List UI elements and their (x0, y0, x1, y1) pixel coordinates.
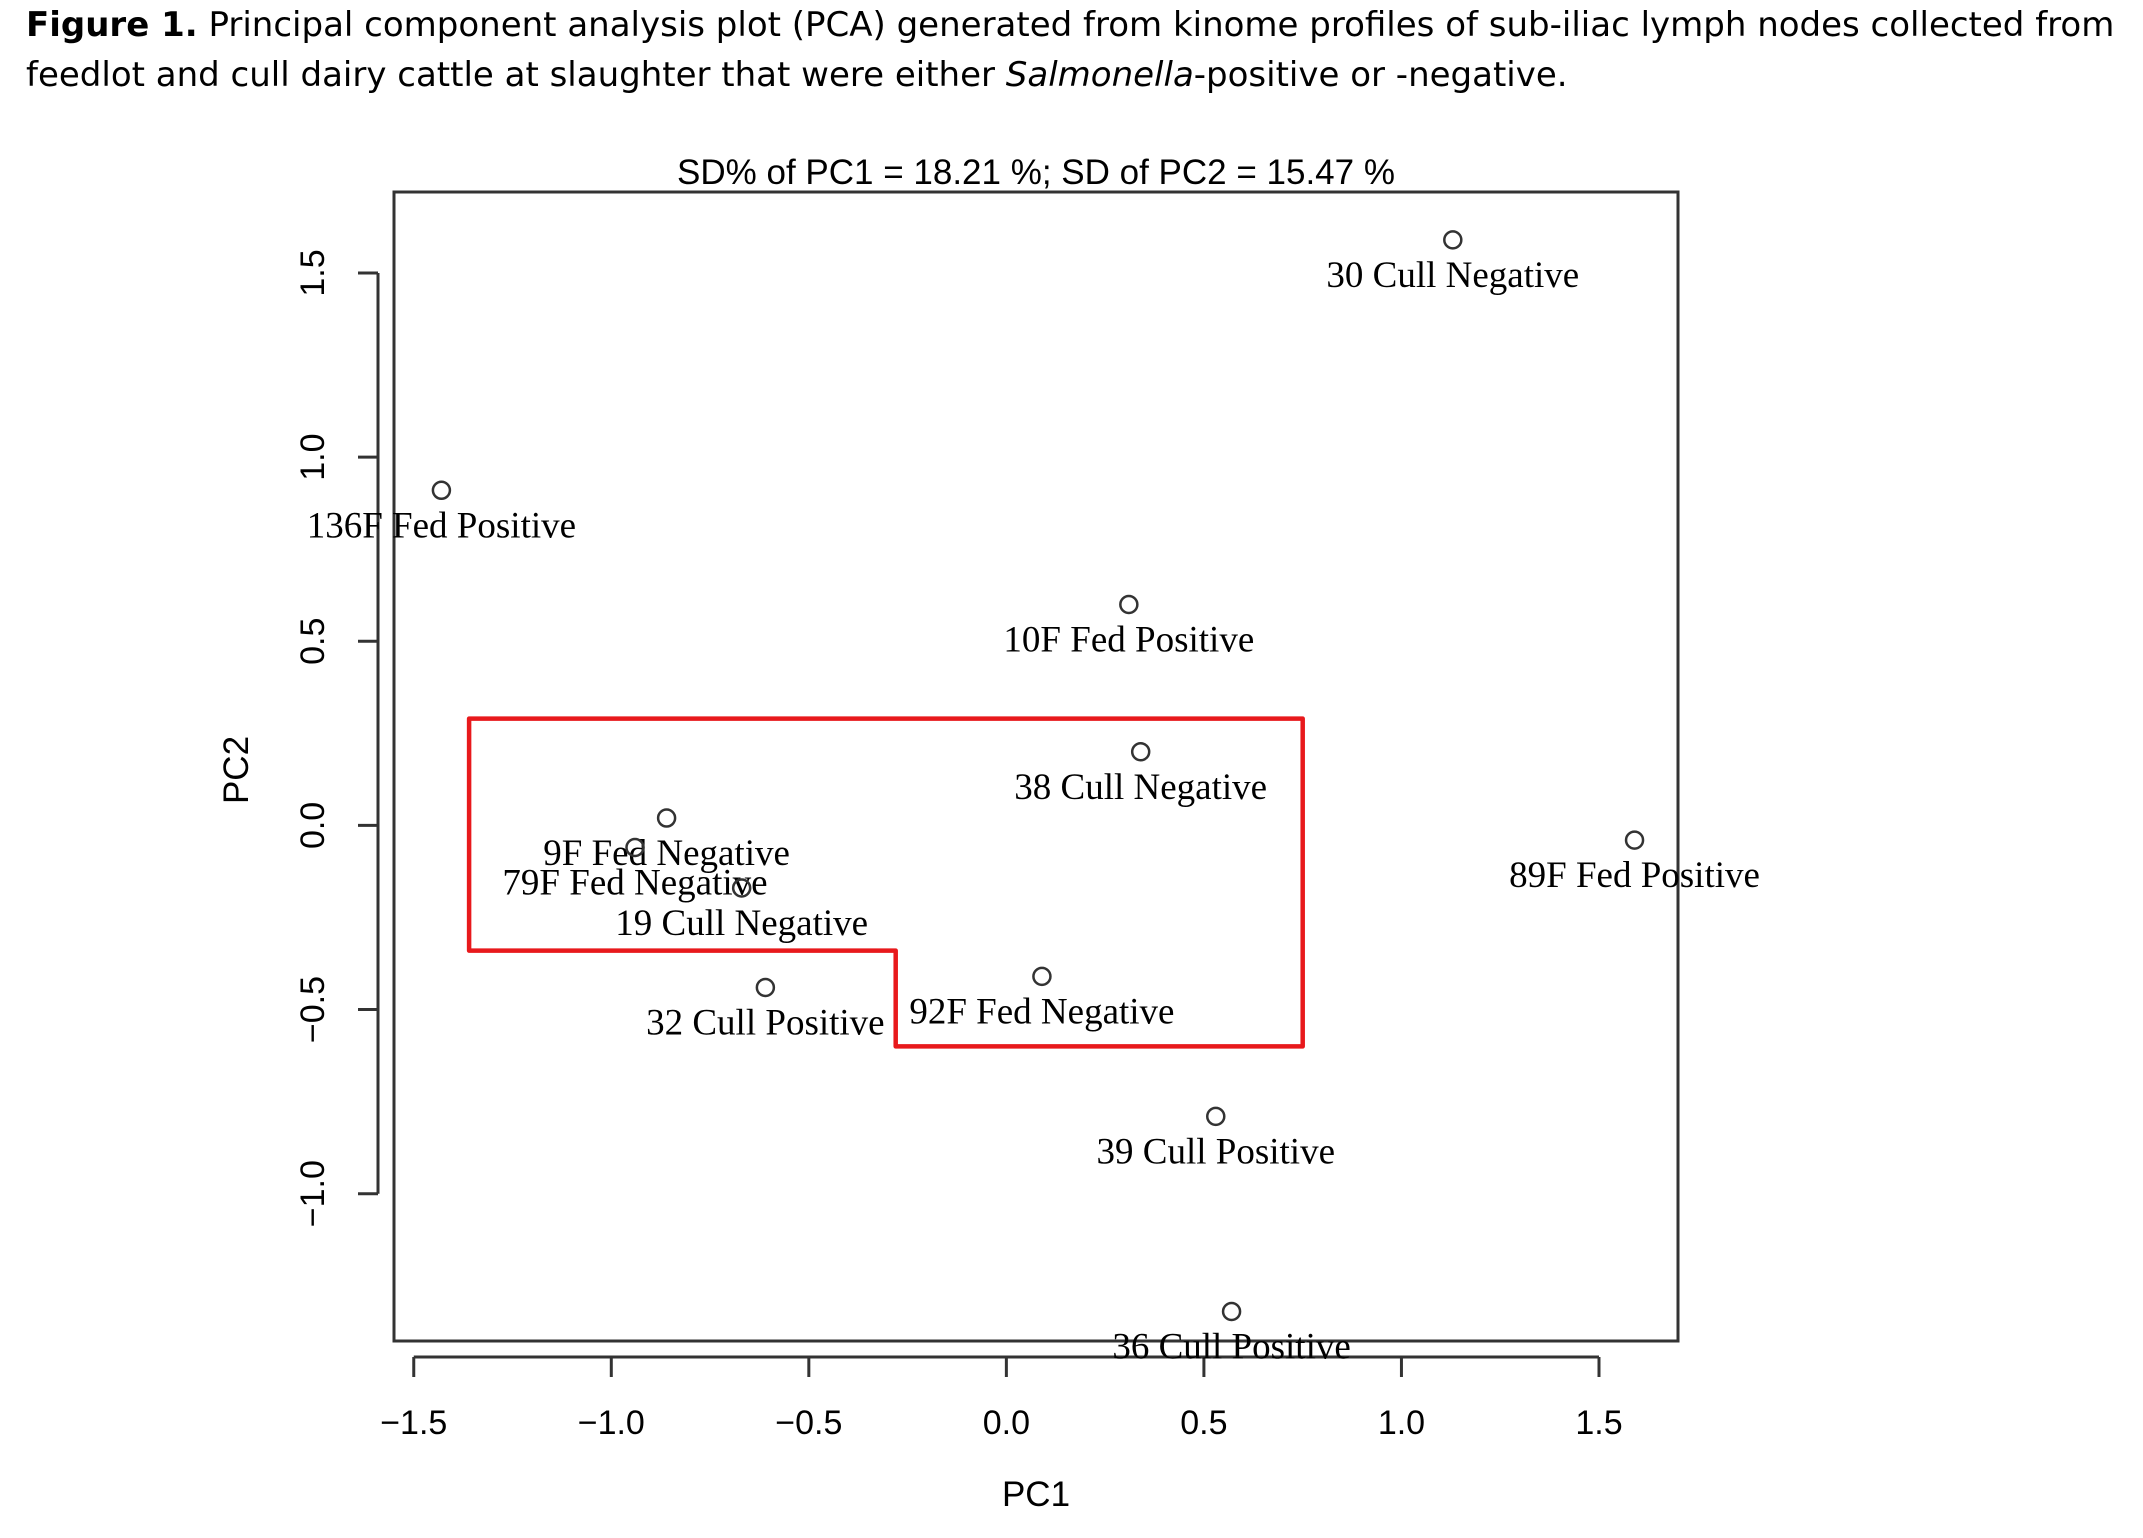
caption-text-before: Principal component analysis plot (PCA) … (26, 5, 2115, 95)
data-point (1443, 230, 1463, 250)
x-tick-label: 1.0 (1378, 1404, 1425, 1442)
point-label: 9F Fed Negative (543, 833, 790, 874)
x-tick-label: 0.5 (1180, 1404, 1227, 1442)
data-point (731, 878, 752, 898)
x-tick-label: −1.0 (578, 1404, 645, 1442)
point-label: 32 Cull Positive (646, 1002, 884, 1043)
point-label: 79F Fed Negative (502, 863, 767, 904)
data-point (431, 480, 452, 501)
plot-frame (392, 190, 1680, 1343)
highlight-region (466, 716, 1305, 1049)
point-label: 36 Cull Positive (1112, 1327, 1350, 1368)
data-point (656, 808, 677, 828)
point-label: 30 Cull Negative (1326, 255, 1579, 296)
point-label: 38 Cull Negative (1014, 767, 1267, 808)
y-axis-label: PC2 (217, 736, 256, 804)
y-tick-label: 1.0 (294, 434, 332, 481)
figure-caption: Figure 1. Principal component analysis p… (26, 0, 2126, 100)
x-axis-label: PC1 (1002, 1475, 1070, 1514)
point-label: 19 Cull Negative (615, 903, 868, 944)
data-point (1624, 830, 1645, 850)
point-label: 89F Fed Positive (1509, 855, 1760, 896)
y-tick-label: −1.0 (294, 1160, 332, 1227)
point-label: 92F Fed Negative (909, 991, 1174, 1032)
data-point (1206, 1106, 1226, 1127)
caption-italic-text: Salmonella (1005, 55, 1194, 95)
data-point (1119, 594, 1139, 615)
figure-label: Figure 1. (26, 5, 198, 45)
y-tick-label: −0.5 (294, 976, 332, 1043)
data-point (1130, 742, 1151, 762)
point-label: 136F Fed Positive (307, 505, 576, 546)
data-point (755, 977, 776, 998)
point-label: 39 Cull Positive (1097, 1131, 1335, 1172)
point-label: 10F Fed Positive (1003, 619, 1254, 660)
data-point (1221, 1301, 1242, 1322)
data-point (1032, 966, 1052, 987)
x-tick-label: −0.5 (775, 1404, 842, 1442)
data-point (625, 837, 645, 858)
y-tick-label: 0.0 (294, 802, 332, 849)
x-tick-label: −1.5 (380, 1404, 447, 1442)
plot-title: SD% of PC1 = 18.21 %; SD of PC2 = 15.47 … (677, 153, 1395, 192)
y-tick-label: 1.5 (294, 249, 332, 296)
y-tick-label: 0.5 (294, 618, 332, 665)
x-tick-label: 0.0 (983, 1404, 1030, 1442)
caption-text-after: -positive or -negative. (1193, 55, 1568, 95)
x-tick-label: 1.5 (1575, 1404, 1622, 1442)
